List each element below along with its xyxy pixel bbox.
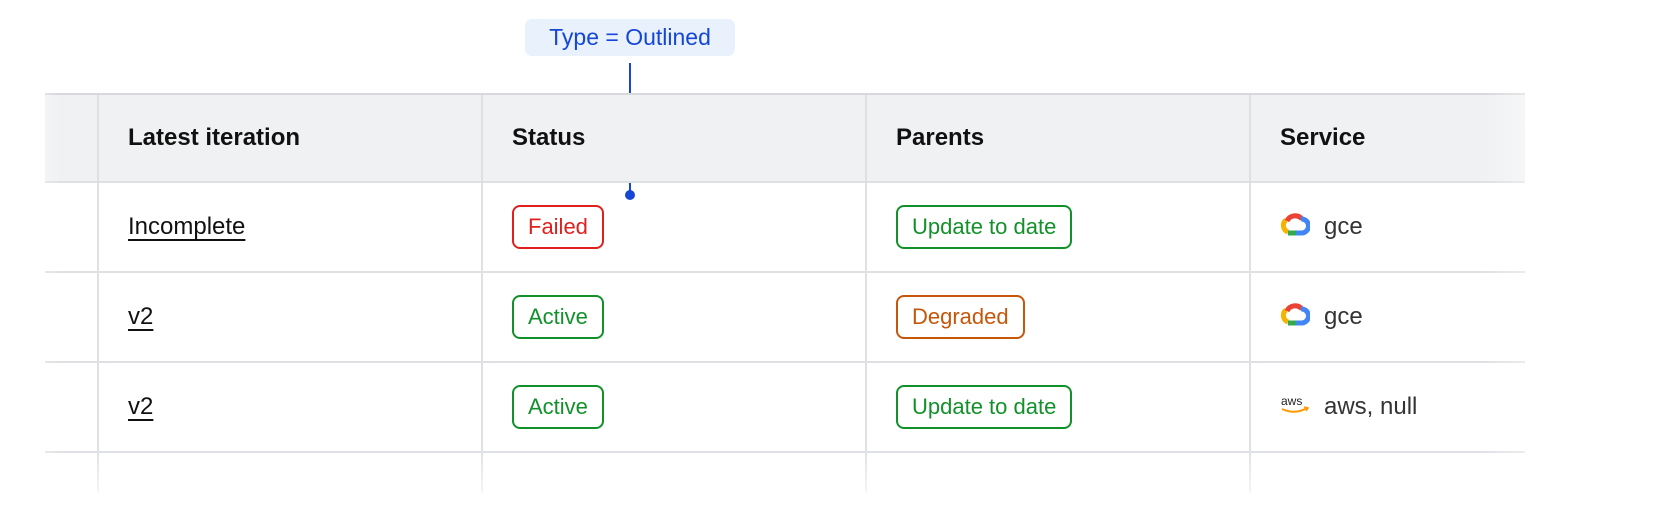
table-row: Incomplete Failed Update to date gce	[45, 183, 1525, 273]
iteration-cell: v2	[97, 363, 481, 451]
parents-cell: Update to date	[865, 183, 1249, 271]
parents-badge: Update to date	[896, 385, 1073, 429]
status-badge: Failed	[512, 205, 604, 249]
table-row: v2 Active Update to date aws aws, null	[45, 363, 1525, 453]
annotation-dot	[625, 190, 635, 200]
status-cell: Active	[481, 363, 865, 451]
status-badge: Active	[512, 385, 604, 429]
google-cloud-icon	[1280, 212, 1311, 243]
status-cell: Failed	[481, 183, 865, 271]
service-label: aws, null	[1324, 393, 1418, 420]
parents-badge: Update to date	[896, 205, 1073, 249]
bottom-fade	[0, 450, 1672, 510]
aws-icon: aws	[1280, 392, 1310, 423]
data-table: Latest iteration Status Parents Service …	[45, 93, 1525, 493]
table-row: v2 Active Degraded gce	[45, 273, 1525, 363]
service-cell: aws aws, null	[1249, 363, 1525, 451]
header-parents[interactable]: Parents	[865, 95, 1249, 181]
header-latest-iteration[interactable]: Latest iteration	[97, 95, 481, 181]
parents-cell: Degraded	[865, 273, 1249, 361]
status-badge: Active	[512, 295, 604, 339]
header-service[interactable]: Service	[1249, 95, 1525, 181]
iteration-link[interactable]: Incomplete	[128, 213, 246, 240]
iteration-link[interactable]: v2	[128, 303, 154, 330]
service-label: gce	[1324, 213, 1363, 240]
service-cell: gce	[1249, 183, 1525, 271]
parents-cell: Update to date	[865, 363, 1249, 451]
svg-text:aws: aws	[1281, 394, 1302, 408]
service-cell: gce	[1249, 273, 1525, 361]
left-fade	[0, 80, 60, 510]
service-label: gce	[1324, 303, 1363, 330]
google-cloud-icon	[1280, 302, 1311, 333]
iteration-cell: Incomplete	[97, 183, 481, 271]
header-status[interactable]: Status	[481, 95, 865, 181]
status-cell: Active	[481, 273, 865, 361]
table-header: Latest iteration Status Parents Service	[45, 93, 1525, 183]
right-fade	[1482, 80, 1672, 510]
annotation-label: Type = Outlined	[525, 19, 735, 56]
parents-badge: Degraded	[896, 295, 1025, 339]
iteration-cell: v2	[97, 273, 481, 361]
iteration-link[interactable]: v2	[128, 393, 154, 420]
